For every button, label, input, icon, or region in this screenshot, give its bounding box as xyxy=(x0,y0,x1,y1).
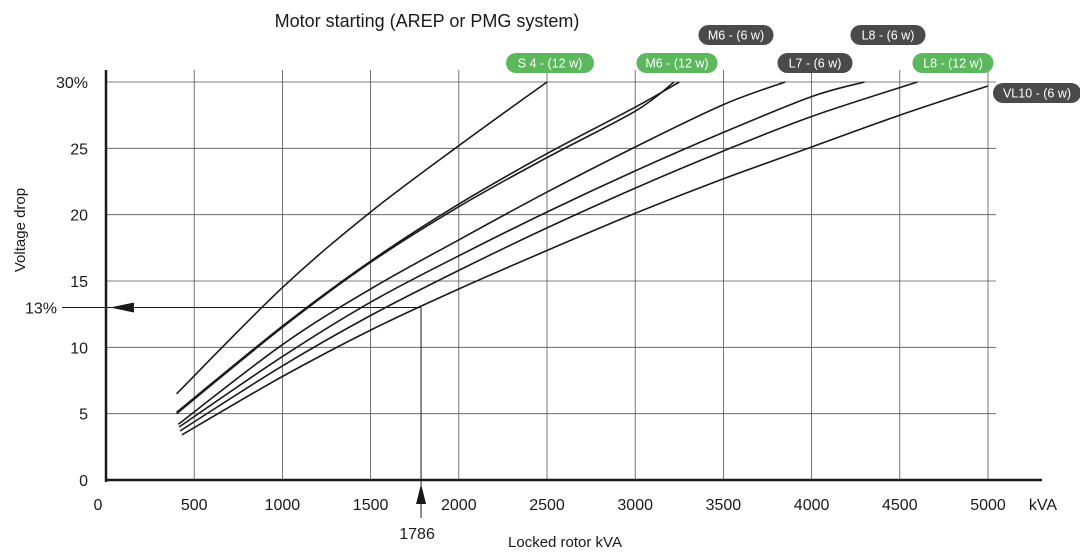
series-curve xyxy=(178,81,865,428)
y-tick-label: 30% xyxy=(56,75,88,92)
x-tick-label: 5000 xyxy=(970,497,1006,514)
series-label-text: L8 - (6 w) xyxy=(862,29,915,43)
series-labels: S 4 - (12 w) M6 - (6 w)M6 - (12 w) L7 - (6… xyxy=(506,25,1080,103)
chart-title: Motor starting (AREP or PMG system) xyxy=(275,11,580,31)
x-tick-label: 500 xyxy=(181,497,208,514)
y-tick-label: 5 xyxy=(79,407,88,424)
x-tick-label: 3000 xyxy=(617,497,653,514)
y-tick-label: 10 xyxy=(70,340,88,357)
arrow-up-icon xyxy=(416,484,427,504)
x-axis-unit: kVA xyxy=(1029,497,1057,514)
annotation-y-value: 13% xyxy=(25,301,57,318)
curves xyxy=(176,81,989,436)
series-curve xyxy=(176,81,680,413)
series-curve xyxy=(177,81,786,425)
annotation-x-value: 1786 xyxy=(399,526,435,543)
tick-labels: 0 5 10 15 20 25 30% 0 500 1000 1500 2000 2500 3000 350… xyxy=(56,75,1006,514)
series-label-text: L8 - (12 w) xyxy=(923,57,983,71)
x-tick-label: 3500 xyxy=(706,497,742,514)
grid xyxy=(106,70,996,480)
series-label-text: L7 - (6 w) xyxy=(789,57,842,71)
series-label-badge xyxy=(777,53,853,73)
y-tick-label: 15 xyxy=(70,274,88,291)
x-tick-label: 0 xyxy=(94,497,103,514)
x-tick-label: 2500 xyxy=(529,497,565,514)
x-tick-label: 4500 xyxy=(882,497,918,514)
series-curve xyxy=(176,81,675,415)
series-label-text: M6 - (12 w) xyxy=(645,57,708,71)
arrow-left-icon xyxy=(110,302,134,313)
x-tick-label: 1500 xyxy=(353,497,389,514)
x-tick-label: 4000 xyxy=(794,497,830,514)
y-tick-label: 0 xyxy=(79,473,88,490)
x-tick-label: 1000 xyxy=(265,497,301,514)
series-label-text: M6 - (6 w) xyxy=(708,29,764,43)
axes xyxy=(104,70,1042,482)
series-curve xyxy=(179,81,918,432)
x-tick-label: 2000 xyxy=(441,497,477,514)
series-curve xyxy=(176,81,548,395)
series-label-badge xyxy=(698,25,774,45)
y-axis-title: Voltage drop xyxy=(12,188,29,272)
y-tick-label: 20 xyxy=(70,208,88,225)
series-label-badge xyxy=(993,83,1080,103)
y-tick-label: 25 xyxy=(70,141,88,158)
x-axis-title: Locked rotor kVA xyxy=(508,534,622,551)
series-label-badge xyxy=(850,25,926,45)
series-label-badge xyxy=(912,53,994,73)
series-label-text: VL10 - (6 w) xyxy=(1003,87,1071,101)
series-label-text: S 4 - (12 w) xyxy=(518,57,583,71)
series-label-badge xyxy=(636,53,718,73)
series-label-badge xyxy=(506,53,594,73)
series-curve xyxy=(181,85,989,436)
annotations: 13% 1786 xyxy=(25,301,435,543)
